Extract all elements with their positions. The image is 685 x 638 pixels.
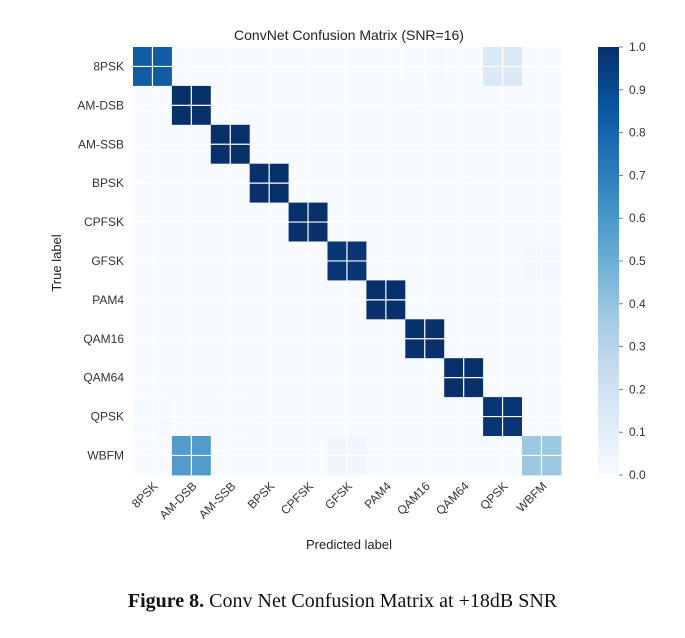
y-tick-labels: 8PSK AM-DSB AM-SSB BPSK CPFSK GFSK PAM4 QAM16 QA…	[77, 59, 124, 462]
colorbar-tick-label: 0.0	[629, 468, 646, 482]
y-tick-label: BPSK	[92, 176, 124, 190]
colorbar-tick-label: 0.6	[629, 211, 646, 225]
x-tick-label: QPSK	[477, 479, 510, 512]
x-tick-label: AM-SSB	[196, 479, 238, 521]
y-tick-label: QPSK	[91, 410, 124, 424]
colorbar-tick-label: 0.5	[629, 254, 646, 268]
x-axis-label: Predicted label	[306, 537, 392, 552]
y-axis-label: True label	[49, 234, 64, 291]
y-tick-label: QAM16	[83, 332, 124, 346]
colorbar-tick-label: 0.4	[629, 297, 646, 311]
y-tick-label: 8PSK	[93, 59, 124, 73]
x-tick-label: PAM4	[362, 479, 395, 512]
caption-label: Figure 8.	[127, 590, 205, 612]
colorbar-tick-label: 0.7	[629, 168, 646, 182]
x-tick-label: AM-DSB	[157, 479, 200, 522]
chart-title: ConvNet Confusion Matrix (SNR=16)	[234, 27, 464, 43]
y-tick-label: PAM4	[92, 293, 124, 307]
colorbar-tick-label: 0.1	[629, 425, 646, 439]
colorbar	[598, 47, 619, 475]
heatmap-gridlines	[133, 47, 561, 475]
y-tick-label: CPFSK	[84, 215, 124, 229]
colorbar-tick-label: 0.3	[629, 340, 646, 354]
colorbar-tick-label: 1.0	[629, 40, 646, 54]
colorbar-tick-label: 0.9	[629, 83, 646, 97]
colorbar-tick-label: 0.8	[629, 126, 646, 140]
colorbar-tick-labels: 0.0 0.1 0.2 0.3 0.4 0.5 0.6 0.7 0.8 0.9 1.0	[619, 40, 646, 482]
x-tick-label: WBFM	[514, 479, 550, 515]
colorbar-tick-label: 0.2	[629, 382, 646, 396]
y-tick-label: AM-DSB	[77, 98, 124, 112]
figure-caption: Figure 8. Conv Net Confusion Matrix at +…	[0, 590, 685, 613]
x-tick-label: QAM16	[394, 479, 433, 518]
y-tick-label: WBFM	[87, 448, 124, 462]
y-tick-label: GFSK	[91, 254, 124, 268]
x-tick-label: CPFSK	[278, 479, 316, 517]
x-tick-label: BPSK	[245, 479, 278, 512]
x-tick-label: 8PSK	[129, 479, 161, 511]
confusion-matrix-chart: ConvNet Confusion Matrix (SNR=16) 8PSKAM…	[49, 27, 646, 552]
caption-text: Conv Net Confusion Matrix at +18dB SNR	[209, 590, 558, 612]
y-tick-label: QAM64	[83, 371, 124, 385]
x-tick-label: GFSK	[322, 479, 355, 512]
y-tick-label: AM-SSB	[78, 137, 124, 151]
x-tick-label: QAM64	[433, 479, 472, 518]
